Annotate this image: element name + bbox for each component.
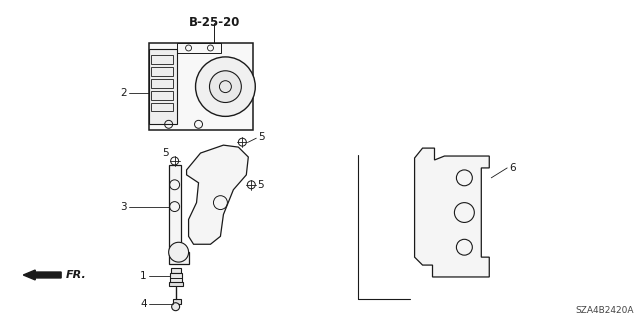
Polygon shape: [169, 165, 189, 264]
Text: B-25-20: B-25-20: [189, 16, 240, 29]
Text: 5: 5: [257, 180, 264, 190]
Polygon shape: [415, 148, 489, 277]
Bar: [151, 79, 173, 88]
Bar: [173, 299, 180, 304]
Bar: [148, 49, 177, 124]
Text: FR.: FR.: [66, 270, 87, 280]
Text: 1: 1: [140, 271, 147, 281]
Bar: [151, 55, 173, 64]
Text: 3: 3: [120, 202, 127, 211]
Polygon shape: [187, 145, 248, 244]
Circle shape: [172, 303, 180, 311]
Bar: [171, 268, 180, 273]
Text: 4: 4: [140, 299, 147, 309]
Text: 5: 5: [259, 132, 265, 142]
Text: 5: 5: [162, 148, 169, 158]
Circle shape: [196, 57, 255, 116]
Text: 6: 6: [509, 163, 516, 173]
Bar: [151, 91, 173, 100]
Bar: [151, 67, 173, 76]
Bar: [151, 102, 173, 111]
Bar: [148, 43, 253, 130]
Circle shape: [169, 242, 189, 262]
Bar: [177, 43, 221, 53]
Bar: [170, 273, 182, 283]
Text: 2: 2: [120, 88, 127, 98]
Text: SZA4B2420A: SZA4B2420A: [575, 306, 634, 315]
Bar: [169, 282, 182, 286]
FancyArrow shape: [23, 270, 61, 280]
Circle shape: [209, 71, 241, 102]
